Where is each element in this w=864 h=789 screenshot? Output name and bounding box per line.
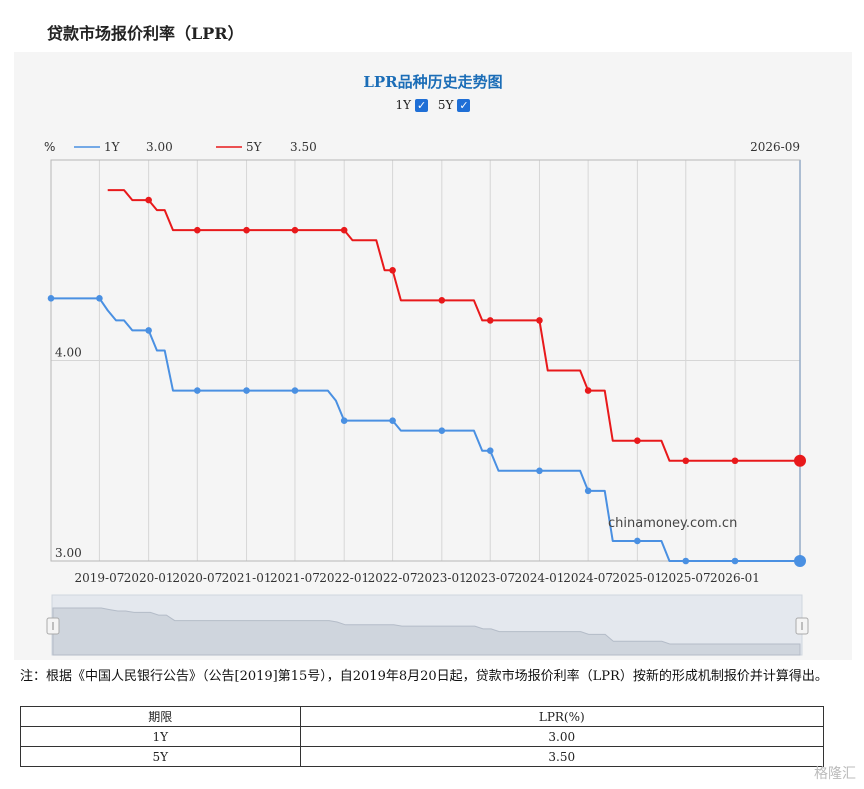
- data-point: [794, 555, 806, 567]
- legend-1y-value: 3.00: [146, 140, 173, 154]
- range-slider[interactable]: [46, 594, 809, 656]
- x-tick-label: 2025-01: [612, 571, 662, 585]
- data-point: [536, 467, 543, 475]
- data-point: [634, 437, 641, 445]
- chart-annotation: chinamoney.com.cn: [608, 516, 737, 531]
- data-point: [243, 226, 250, 234]
- x-tick-label: 2022-07: [368, 571, 418, 585]
- plot-area-border: [50, 159, 801, 562]
- x-tick-label: 2022-01: [319, 571, 369, 585]
- x-tick-label: 2019-07: [74, 571, 124, 585]
- cell-term: 5Y: [20, 746, 301, 767]
- y-tick-label: 4.00: [55, 346, 82, 360]
- table-row: 1Y 3.00: [20, 726, 825, 747]
- data-point: [731, 557, 739, 565]
- toggle-1y-label: 1Y: [395, 98, 412, 112]
- watermark-logo: 格隆汇: [814, 766, 856, 782]
- data-point: [438, 297, 446, 304]
- legend-1y-name: 1Y: [104, 140, 121, 154]
- data-point: [194, 226, 201, 234]
- data-point: [584, 387, 592, 394]
- data-point: [47, 295, 55, 302]
- data-point: [682, 557, 690, 565]
- x-tick-label: 2024-07: [563, 571, 613, 585]
- cell-rate: 3.00: [299, 726, 825, 747]
- data-point: [145, 196, 152, 204]
- data-point: [340, 226, 348, 234]
- x-tick-label: 2023-01: [417, 571, 467, 585]
- y-axis-unit: %: [44, 140, 55, 154]
- cursor-date-label: 2026-09: [750, 140, 800, 154]
- x-tick-label: 2021-01: [222, 571, 272, 585]
- data-point: [634, 537, 641, 545]
- table-row: 5Y 3.50: [20, 746, 825, 767]
- toggle-1y[interactable]: 1Y ✓: [396, 98, 429, 112]
- header-term: 期限: [20, 706, 301, 727]
- data-point: [794, 454, 806, 467]
- toggle-5y-label: 5Y: [437, 98, 454, 112]
- x-tick-label: 2025-07: [661, 571, 711, 585]
- page-title: 贷款市场报价利率（LPR）: [47, 24, 244, 43]
- legend-5y-value: 3.50: [290, 140, 317, 154]
- legend-5y-name: 5Y: [246, 140, 263, 154]
- x-tick-label: 2026-01: [710, 571, 760, 585]
- series-line-1y: [51, 297, 800, 562]
- toggle-5y[interactable]: 5Y ✓: [438, 98, 471, 112]
- series-line-5y: [107, 189, 800, 462]
- cell-term: 1Y: [20, 726, 301, 747]
- data-point: [486, 447, 494, 455]
- data-point: [96, 295, 103, 302]
- checkbox-icon[interactable]: ✓: [415, 98, 429, 112]
- data-point: [291, 226, 299, 234]
- data-point: [584, 487, 592, 495]
- chart-title: LPR品种历史走势图: [363, 73, 503, 91]
- series-toggles: 1Y ✓ 5Y ✓: [14, 98, 852, 112]
- data-point: [243, 387, 250, 394]
- data-point: [438, 427, 446, 434]
- data-point: [194, 387, 201, 394]
- data-point: [731, 457, 739, 465]
- x-tick-label: 2020-07: [172, 571, 222, 585]
- footnote: 注：根据《中国人民银行公告》（公告[2019]第15号），自2019年8月20日…: [20, 669, 828, 684]
- table-header-row: 期限 LPR(%): [20, 706, 825, 727]
- data-point: [389, 266, 396, 274]
- data-point: [682, 457, 690, 465]
- data-point: [389, 417, 396, 424]
- chart-panel: LPR品种历史走势图 1Y ✓ 5Y ✓: [14, 52, 852, 660]
- cell-rate: 3.50: [299, 746, 825, 767]
- data-point: [145, 327, 152, 334]
- data-point: [536, 317, 543, 324]
- data-point: [340, 417, 348, 424]
- slider-preview-area: [52, 607, 801, 656]
- grid-lines: [51, 160, 801, 562]
- x-tick-label: 2021-07: [270, 571, 320, 585]
- x-tick-label: 2023-07: [465, 571, 515, 585]
- checkbox-icon[interactable]: ✓: [457, 98, 471, 112]
- data-point: [486, 317, 494, 324]
- data-point: [291, 387, 299, 394]
- x-tick-label: 2024-01: [515, 571, 565, 585]
- header-lpr: LPR(%): [299, 706, 825, 727]
- y-tick-label: 3.00: [55, 546, 82, 560]
- x-tick-label: 2020-01: [124, 571, 174, 585]
- lpr-table: 期限 LPR(%) 1Y 3.00 5Y 3.50: [20, 706, 825, 767]
